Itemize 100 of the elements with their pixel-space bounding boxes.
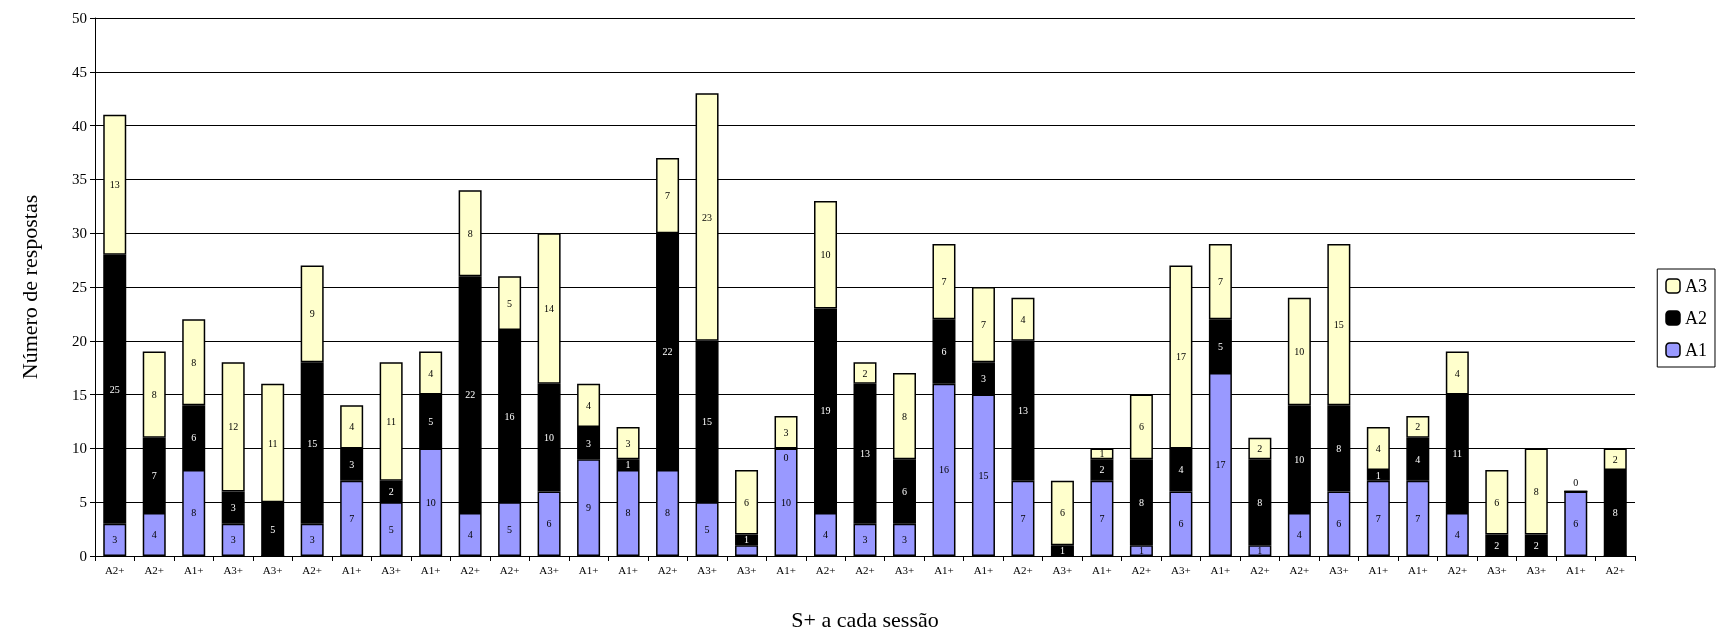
x-tick-label: A2+ [855, 563, 875, 576]
x-tick-label: A2+ [460, 563, 480, 576]
data-label: 2 [1494, 539, 1500, 551]
data-label: 11 [1452, 448, 1463, 460]
data-label: 1 [625, 459, 631, 471]
x-tick-label: A1+ [183, 563, 204, 576]
x-tick-label: A1+ [1565, 563, 1586, 576]
data-label: 7 [1415, 512, 1421, 524]
data-label: 4 [1375, 442, 1381, 454]
data-label: 5 [270, 523, 276, 535]
data-label: 1 [1138, 545, 1144, 557]
data-label: 5 [507, 297, 513, 309]
data-label: 1 [1099, 448, 1105, 460]
data-label: 17 [1175, 351, 1186, 363]
data-label: 4 [467, 528, 473, 540]
x-tick-label: A3+ [736, 563, 757, 576]
data-label: 3 [230, 502, 236, 514]
data-label: 19 [820, 405, 831, 417]
x-tick-label: A3+ [1526, 563, 1547, 576]
data-label: 8 [901, 410, 907, 422]
data-label: 3 [349, 459, 355, 471]
x-tick-label: A3+ [262, 563, 283, 576]
data-label: 22 [662, 346, 673, 358]
x-tick-label: A2+ [1447, 563, 1468, 576]
data-label: 8 [625, 507, 631, 519]
legend-label: A3 [1685, 276, 1707, 296]
data-label: 13 [860, 448, 870, 460]
data-label: 7 [151, 469, 157, 481]
data-label: 0 [1573, 477, 1579, 489]
data-label: 1 [1257, 545, 1263, 557]
data-label: 6 [1059, 507, 1065, 519]
x-tick-label: A3+ [539, 563, 559, 576]
data-label: 7 [349, 512, 355, 524]
data-label: 2 [388, 485, 394, 497]
data-label: 12 [228, 421, 239, 433]
data-label: 7 [941, 276, 947, 288]
data-label: 13 [109, 179, 120, 191]
data-label: 8 [467, 227, 473, 239]
data-label: 5 [388, 523, 394, 535]
data-label: 5 [1217, 340, 1223, 352]
x-tick-label: A3+ [1329, 563, 1349, 576]
data-label: 8 [1533, 485, 1539, 497]
data-label: 4 [1296, 528, 1302, 540]
data-label: 1 [1059, 545, 1065, 557]
data-label: 10 [1294, 346, 1305, 358]
data-label: 4 [349, 421, 355, 433]
x-tick-label: A3+ [223, 563, 244, 576]
data-label: 10 [781, 496, 792, 508]
x-tick-label: A1+ [618, 563, 638, 576]
x-tick-label: A3+ [894, 563, 915, 576]
y-tick-label: 20 [72, 332, 87, 349]
data-label: 4 [151, 528, 157, 540]
data-label: 9 [309, 308, 315, 320]
data-label: 16 [504, 410, 515, 422]
data-label: 6 [1178, 518, 1184, 530]
legend-label: A1 [1685, 340, 1707, 360]
data-label: 1 [744, 534, 750, 546]
x-tick-label: A2+ [1289, 563, 1310, 576]
x-axis-title: S+ a cada sessão [791, 606, 939, 632]
data-label: 7 [980, 319, 986, 331]
y-tick-label: 45 [72, 63, 87, 80]
x-tick-label: A2+ [104, 563, 125, 576]
x-tick-label: A1+ [934, 563, 954, 576]
x-tick-label: A2+ [1605, 563, 1626, 576]
data-label: 4 [1020, 313, 1026, 325]
data-label: 6 [1138, 421, 1144, 433]
data-label: 6 [941, 346, 947, 358]
data-label: 8 [1336, 442, 1342, 454]
data-label: 14 [544, 303, 555, 315]
data-label: 8 [1612, 507, 1618, 519]
x-tick-label: A1+ [341, 563, 362, 576]
data-label: 6 [744, 496, 750, 508]
y-tick-label: 10 [72, 440, 87, 457]
data-label: 2 [1099, 464, 1105, 476]
x-tick-label: A1+ [1407, 563, 1428, 576]
data-label: 3 [112, 534, 118, 546]
y-tick-label: 30 [72, 225, 87, 242]
data-label: 4 [428, 367, 434, 379]
data-label: 25 [109, 383, 120, 395]
data-label: 2 [1612, 453, 1618, 465]
data-label: 7 [665, 190, 671, 202]
x-tick-label: A1+ [973, 563, 994, 576]
data-label: 22 [465, 389, 476, 401]
data-label: 2 [1533, 539, 1539, 551]
data-label: 2 [862, 367, 868, 379]
data-label: 6 [1573, 518, 1579, 530]
x-tick-label: A2+ [302, 563, 323, 576]
data-label: 7 [1375, 512, 1381, 524]
data-label: 8 [191, 356, 197, 368]
data-label: 0 [783, 451, 789, 463]
data-label: 13 [1017, 405, 1028, 417]
x-tick-label: A3+ [381, 563, 401, 576]
data-label: 2 [1415, 421, 1421, 433]
x-tick-label: A1+ [1210, 563, 1231, 576]
data-label: 15 [978, 469, 989, 481]
data-label: 4 [586, 399, 592, 411]
data-label: 4 [1454, 528, 1460, 540]
x-tick-label: A2+ [499, 563, 520, 576]
x-tick-label: A2+ [1250, 563, 1270, 576]
data-label: 5 [428, 416, 434, 427]
